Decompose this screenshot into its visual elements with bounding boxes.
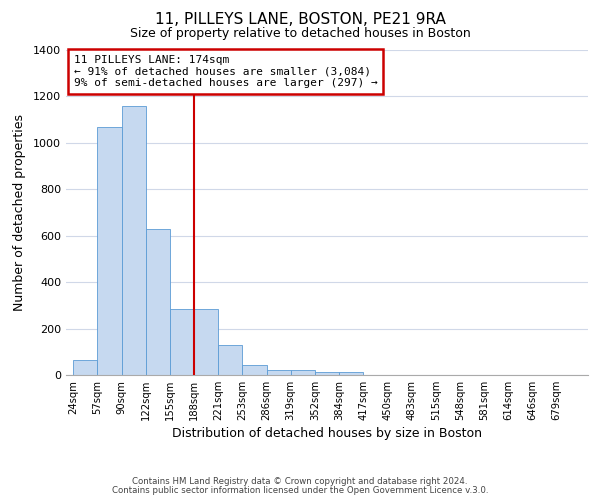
Bar [122,106,146,375]
Bar [170,309,194,375]
Text: Contains public sector information licensed under the Open Government Licence v.: Contains public sector information licen… [112,486,488,495]
Bar [242,364,266,375]
Text: Contains HM Land Registry data © Crown copyright and database right 2024.: Contains HM Land Registry data © Crown c… [132,477,468,486]
Text: 11 PILLEYS LANE: 174sqm
← 91% of detached houses are smaller (3,084)
9% of semi-: 11 PILLEYS LANE: 174sqm ← 91% of detache… [74,55,377,88]
Text: Size of property relative to detached houses in Boston: Size of property relative to detached ho… [130,28,470,40]
Bar [218,345,242,375]
Bar [315,372,339,375]
Y-axis label: Number of detached properties: Number of detached properties [13,114,26,311]
Bar [266,370,291,375]
Bar [73,360,97,375]
Bar [339,372,363,375]
Bar [146,229,170,375]
Text: 11, PILLEYS LANE, BOSTON, PE21 9RA: 11, PILLEYS LANE, BOSTON, PE21 9RA [155,12,445,28]
X-axis label: Distribution of detached houses by size in Boston: Distribution of detached houses by size … [172,427,482,440]
Bar [194,309,218,375]
Bar [291,370,315,375]
Bar [97,126,122,375]
